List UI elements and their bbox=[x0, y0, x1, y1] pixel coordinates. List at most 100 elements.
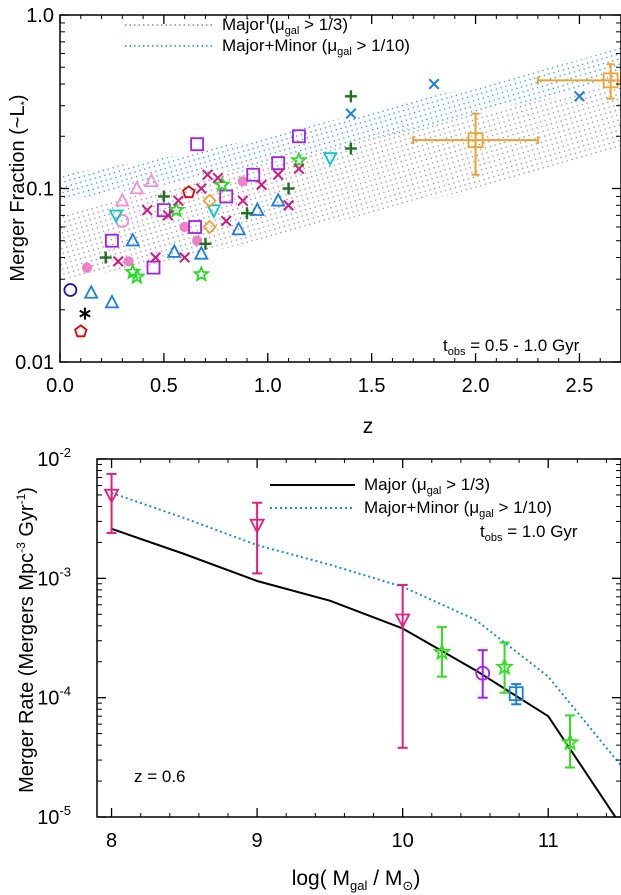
fraction-point-40 bbox=[241, 207, 253, 220]
legend-major-minor-label: Major+Minor (μgal > 1/10) bbox=[222, 36, 410, 58]
fraction-point-15 bbox=[270, 192, 286, 207]
fraction-point-54 bbox=[195, 182, 207, 195]
fraction-point-13 bbox=[231, 221, 247, 236]
bottom-plot-frame bbox=[96, 458, 621, 818]
bottom-x-axis-label: log( Mgal / M⊙) bbox=[292, 867, 421, 893]
merger-rate-panel: 8 9 10 11 10-5 10-4 10-3 10-2 Major (μgal > 1/3… bbox=[14, 445, 621, 893]
top-y-axis-label: Merger Fraction (~L*) bbox=[7, 94, 31, 281]
fraction-point-63 bbox=[345, 108, 357, 120]
fraction-point-12 bbox=[193, 245, 209, 260]
fraction-point-31 bbox=[322, 152, 338, 167]
fraction-errorbar-point-0 bbox=[412, 112, 539, 176]
fraction-point-35 bbox=[192, 265, 211, 282]
bottom-z-annotation: z = 0.6 bbox=[134, 767, 186, 786]
fraction-point-38 bbox=[157, 190, 170, 203]
fraction-point-10 bbox=[125, 232, 141, 247]
fraction-point-33 bbox=[127, 267, 146, 285]
top-x-tick-label: 2.5 bbox=[566, 375, 594, 397]
fraction-point-20 bbox=[190, 137, 205, 152]
fraction-point-46 bbox=[202, 219, 217, 235]
merger-rate-series-0 bbox=[111, 527, 617, 817]
fraction-point-36 bbox=[213, 175, 231, 193]
bottom-y-tick-label: 10-4 bbox=[37, 684, 71, 710]
fraction-point-57 bbox=[220, 215, 232, 227]
fraction-point-5 bbox=[179, 221, 190, 233]
rate-point-1 bbox=[249, 501, 266, 575]
fraction-point-58 bbox=[237, 195, 249, 207]
fraction-point-8 bbox=[83, 284, 99, 299]
fraction-point-47 bbox=[182, 185, 196, 199]
fraction-point-60 bbox=[272, 169, 284, 181]
fraction-point-26 bbox=[129, 179, 145, 195]
fraction-point-0 bbox=[63, 283, 78, 297]
fraction-point-51 bbox=[162, 209, 174, 221]
fraction-point-64 bbox=[428, 78, 440, 90]
fraction-point-27 bbox=[143, 172, 159, 188]
merger-fraction-panel: 0.0 0.5 1.0 1.5 2.0 2.5 0.01 0.1 1.0 Major (μgal… bbox=[7, 5, 621, 438]
top-y-tick-label: 1.0 bbox=[26, 5, 54, 27]
fraction-point-53 bbox=[179, 252, 191, 264]
fraction-point-34 bbox=[167, 200, 186, 218]
fraction-point-14 bbox=[249, 201, 265, 216]
fraction-point-44 bbox=[99, 251, 112, 264]
rate-point-3 bbox=[432, 626, 452, 678]
rate-point-2 bbox=[394, 583, 411, 749]
bottom-y-axis-label: Merger Rate (Mergers Mpc-3 Gyr-1) bbox=[14, 487, 38, 793]
rate-point-7 bbox=[560, 714, 580, 769]
fraction-point-55 bbox=[202, 169, 214, 181]
top-y-tick-label: 0.01 bbox=[15, 352, 54, 374]
top-x-tick-label: 0.5 bbox=[150, 375, 178, 397]
fraction-point-56 bbox=[212, 172, 224, 184]
top-tobs-annotation: tobs = 0.5 - 1.0 Gyr bbox=[443, 336, 580, 358]
bottom-tobs-annotation: tobs = 1.0 Gyr bbox=[480, 522, 578, 544]
rate-point-5 bbox=[495, 641, 515, 694]
top-x-tick-label: 1.0 bbox=[254, 375, 282, 397]
fraction-point-4 bbox=[123, 256, 134, 267]
fraction-point-29 bbox=[108, 209, 124, 224]
fraction-point-17 bbox=[146, 260, 161, 275]
bottom-x-tick-label: 9 bbox=[252, 830, 263, 852]
legend-major-label-bottom: Major (μgal > 1/3) bbox=[364, 475, 490, 497]
bottom-x-tick-label: 8 bbox=[106, 830, 117, 852]
fraction-point-37 bbox=[290, 151, 308, 169]
fraction-point-3 bbox=[81, 262, 93, 273]
merger-rate-points bbox=[103, 472, 580, 769]
fraction-point-30 bbox=[206, 204, 222, 219]
fraction-point-16 bbox=[105, 233, 119, 248]
rate-point-4 bbox=[475, 649, 491, 699]
bottom-x-tick-label: 11 bbox=[538, 830, 559, 852]
fraction-point-62 bbox=[293, 163, 305, 175]
fraction-point-19 bbox=[188, 220, 202, 234]
top-legend: Major (μgal > 1/3) Major+Minor (μgal > 1… bbox=[125, 15, 410, 58]
fraction-point-61 bbox=[283, 199, 295, 211]
bottom-legend: Major (μgal > 1/3) Major+Minor (μgal > 1… bbox=[270, 475, 578, 544]
merger-fraction-bands bbox=[60, 47, 621, 280]
top-x-tick-label: 1.5 bbox=[358, 375, 386, 397]
fraction-errorbar-point-1 bbox=[536, 63, 621, 100]
fraction-point-2 bbox=[74, 324, 88, 338]
fraction-point-18 bbox=[156, 203, 171, 218]
fraction-point-25 bbox=[114, 192, 130, 207]
rate-point-0 bbox=[103, 472, 120, 534]
top-y-tick-label: 0.1 bbox=[26, 179, 54, 201]
legend-major-minor-label-bottom: Major+Minor (μgal > 1/10) bbox=[364, 498, 552, 520]
merger-fraction-points bbox=[63, 63, 621, 338]
fraction-point-48 bbox=[112, 255, 124, 267]
merger-rate-lines bbox=[111, 491, 621, 817]
top-axis-ticks: 0.0 0.5 1.0 1.5 2.0 2.5 0.01 0.1 1.0 bbox=[15, 5, 621, 397]
fraction-point-49 bbox=[141, 204, 153, 216]
bottom-y-tick-label: 10-3 bbox=[37, 564, 71, 590]
fraction-point-11 bbox=[166, 243, 182, 258]
top-x-tick-label: 0.0 bbox=[46, 375, 74, 397]
fraction-point-50 bbox=[150, 252, 162, 264]
top-x-tick-label: 2.0 bbox=[462, 375, 490, 397]
bottom-y-tick-label: 10-2 bbox=[37, 445, 71, 471]
fraction-point-45 bbox=[202, 193, 217, 209]
fraction-point-24 bbox=[292, 129, 306, 144]
fraction-point-41 bbox=[282, 182, 295, 195]
fraction-point-42 bbox=[344, 90, 357, 103]
merger-fraction-band-1 bbox=[60, 47, 621, 201]
fraction-point-52 bbox=[172, 195, 184, 207]
bottom-y-tick-label: 10-5 bbox=[37, 803, 71, 829]
